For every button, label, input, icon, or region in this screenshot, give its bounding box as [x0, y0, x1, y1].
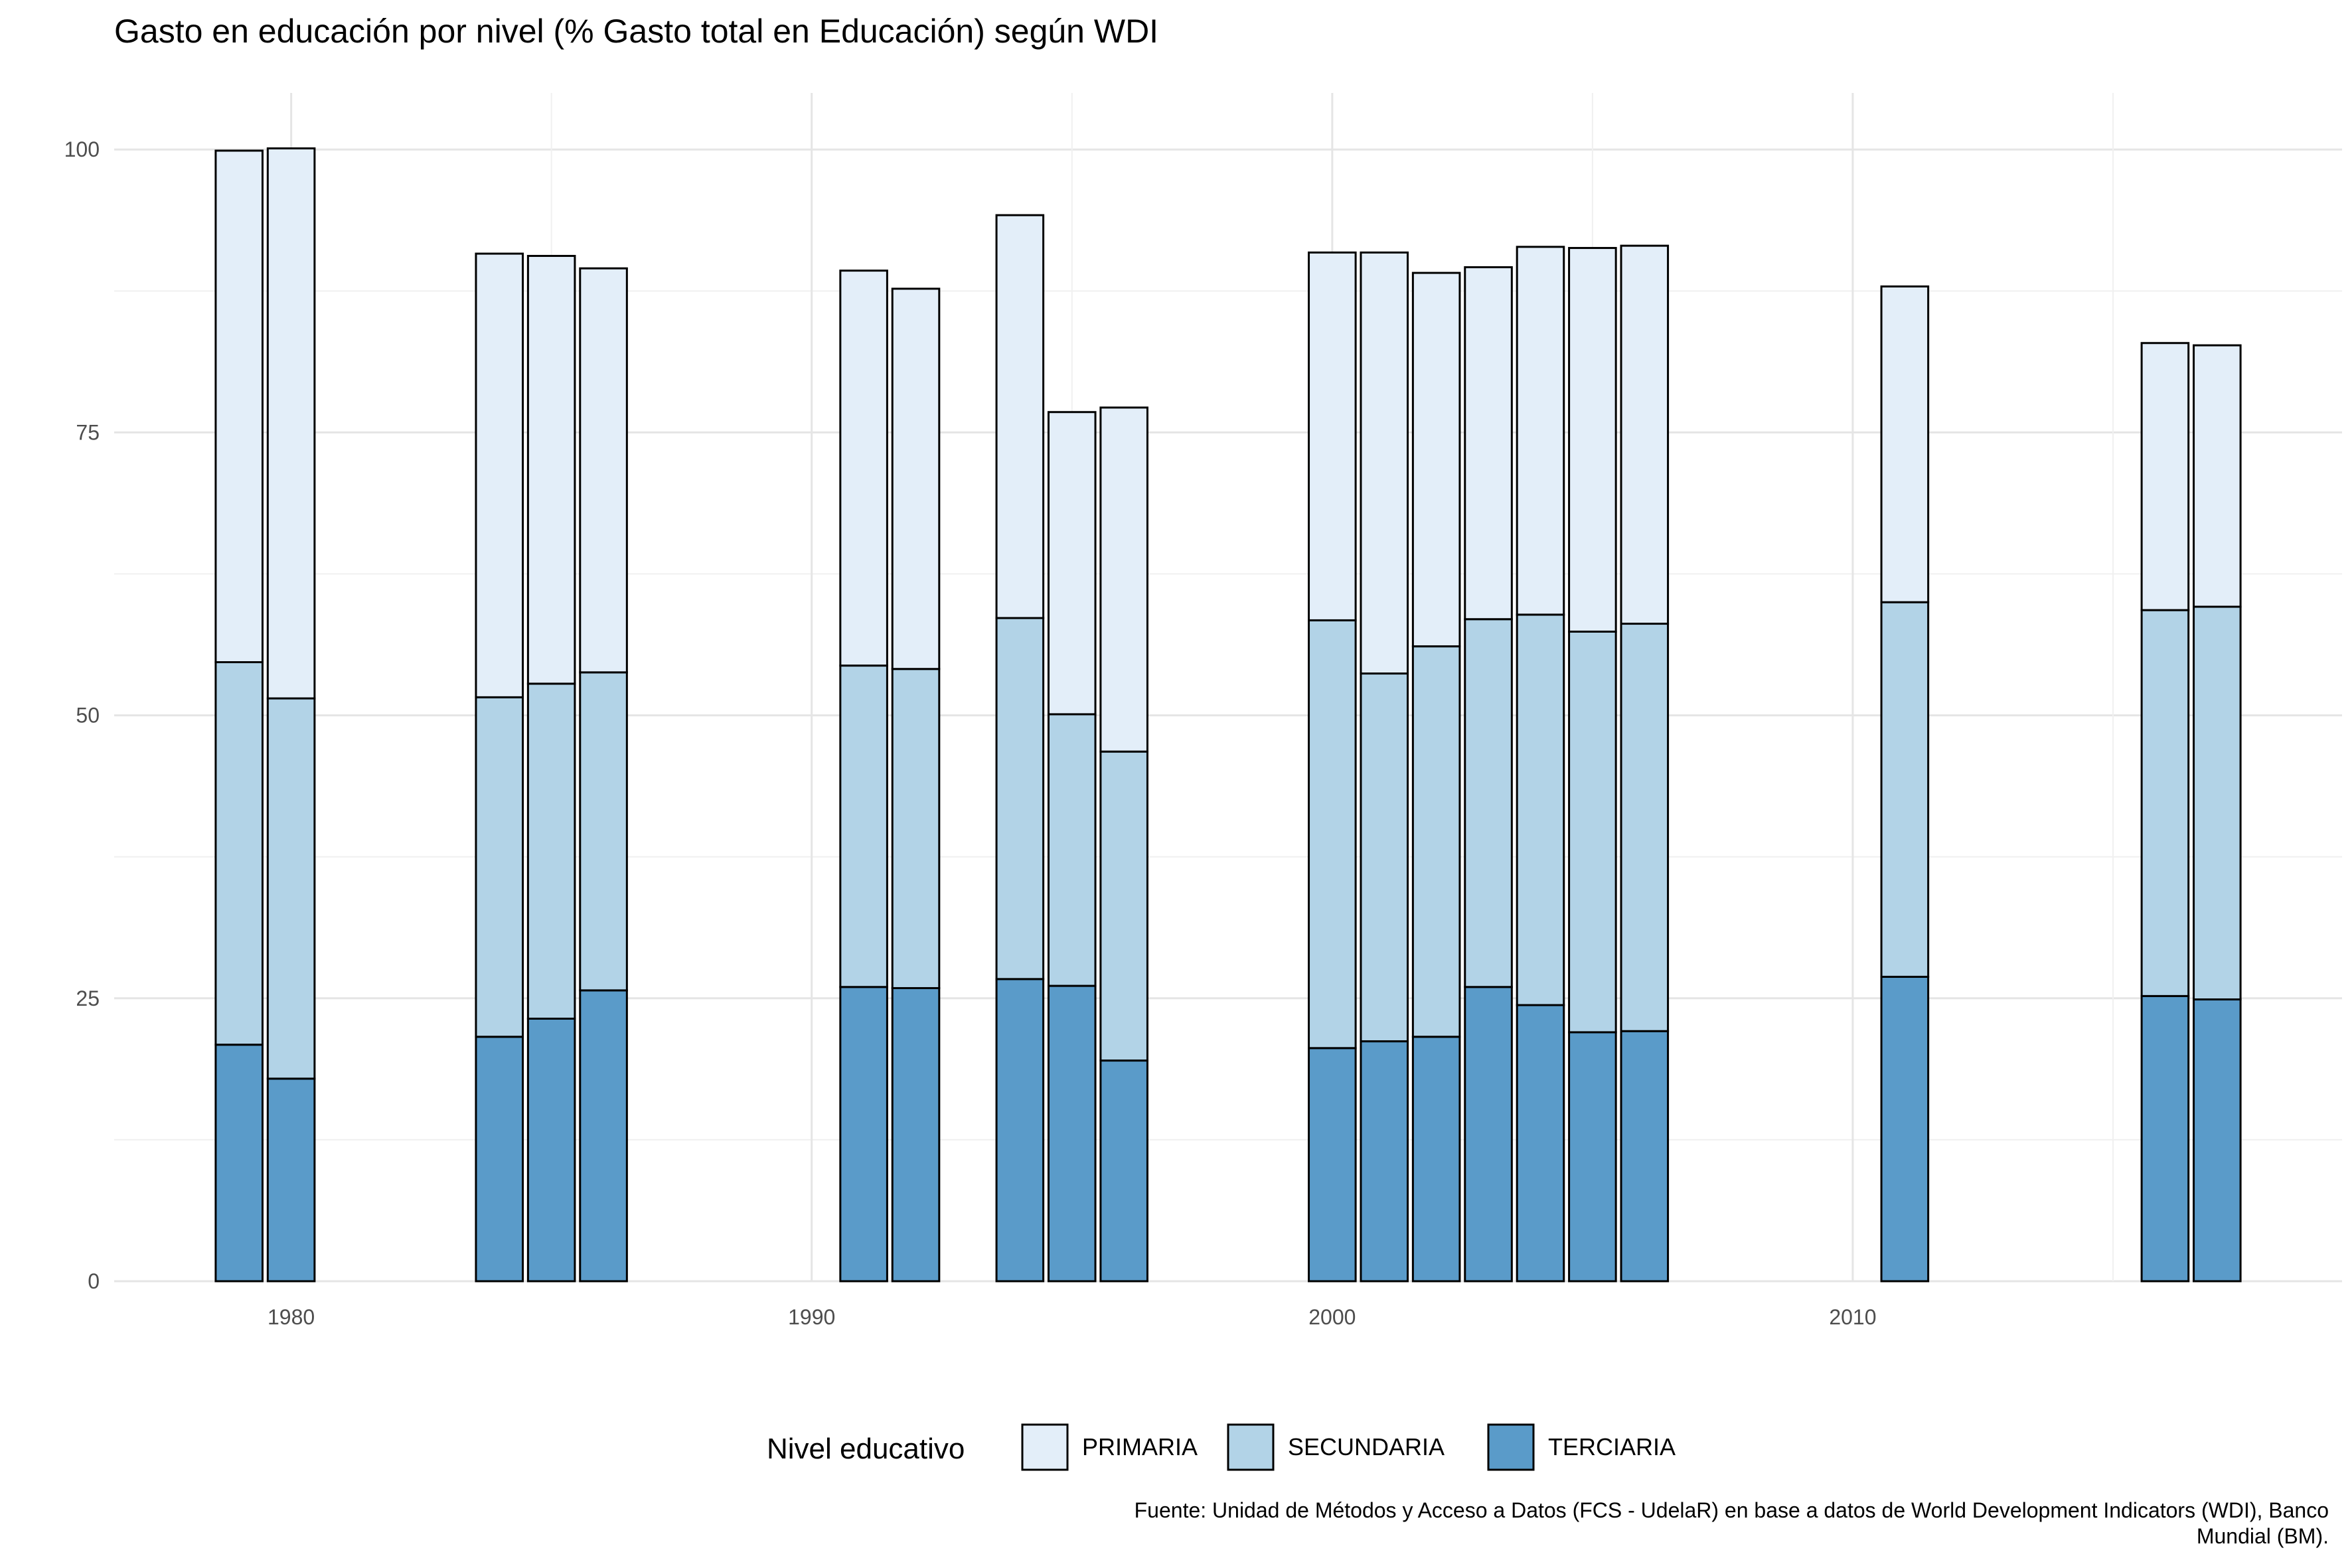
bar-terciaria-2003 [1464, 986, 1513, 1283]
legend: Nivel educativo PRIMARIA SECUNDARIA TERCIA… [767, 1423, 1676, 1471]
caption-line-2: Mundial (BM). [2197, 1524, 2329, 1548]
bar-terciaria-1991 [839, 986, 888, 1283]
bar-primaria-2004 [1516, 246, 1565, 616]
bar-secundaria-2017 [2193, 605, 2242, 1001]
bar-secundaria-1980 [266, 697, 316, 1080]
bar-secundaria-1995 [1047, 713, 1097, 987]
bar-secundaria-1985 [526, 682, 576, 1020]
bar-primaria-1985 [526, 254, 576, 685]
bar-terciaria-2000 [1308, 1047, 1357, 1283]
x-tick-label: 1980 [268, 1305, 315, 1329]
bar-primaria-1992 [891, 287, 941, 670]
legend-key-secundaria [1227, 1423, 1275, 1471]
bar-secundaria-2006 [1620, 623, 1670, 1032]
bar-secundaria-1991 [839, 665, 888, 988]
bar-primaria-2017 [2193, 344, 2242, 608]
bar-terciaria-2011 [1880, 975, 1930, 1283]
bar-terciaria-2005 [1568, 1031, 1617, 1283]
bar-terciaria-1985 [526, 1017, 576, 1283]
bar-terciaria-2001 [1360, 1040, 1409, 1283]
bar-primaria-1994 [995, 214, 1045, 619]
x-tick-label: 2000 [1308, 1305, 1356, 1329]
bar-secundaria-2005 [1568, 630, 1617, 1034]
caption-line-1: Fuente: Unidad de Métodos y Acceso a Dat… [1135, 1498, 2329, 1522]
y-tick-label: 25 [76, 986, 100, 1010]
bar-primaria-2001 [1360, 251, 1409, 675]
bar-primaria-1996 [1099, 406, 1148, 753]
x-tick-label: 2010 [1829, 1305, 1876, 1329]
bar-secundaria-1992 [891, 668, 941, 989]
legend-label-terciaria: TERCIARIA [1548, 1433, 1676, 1460]
bar-secundaria-1984 [475, 696, 524, 1038]
legend-key-terciaria [1487, 1423, 1535, 1471]
bar-primaria-1979 [214, 149, 264, 663]
y-tick-label: 50 [76, 704, 100, 728]
bar-secundaria-2003 [1464, 618, 1513, 988]
bar-primaria-2002 [1411, 272, 1461, 648]
bar-primaria-1991 [839, 270, 888, 667]
bar-primaria-1984 [475, 252, 524, 698]
axis-ticks: 0 25 50 75 100 1980 1990 2000 2010 [64, 137, 1877, 1329]
bar-terciaria-1996 [1099, 1059, 1148, 1283]
bar-primaria-1980 [266, 147, 316, 700]
legend-key-primaria [1021, 1423, 1069, 1471]
bar-primaria-2006 [1620, 244, 1670, 625]
bar-primaria-2005 [1568, 247, 1617, 633]
bar-secundaria-1986 [579, 671, 628, 992]
bar-terciaria-2016 [2140, 994, 2190, 1283]
bar-terciaria-1995 [1047, 984, 1097, 1283]
grid-lines [114, 93, 2342, 1283]
bar-secundaria-2002 [1411, 645, 1461, 1038]
bar-primaria-1995 [1047, 411, 1097, 716]
bar-terciaria-2017 [2193, 998, 2242, 1283]
bar-secundaria-1994 [995, 617, 1045, 980]
y-tick-label: 75 [76, 420, 100, 444]
bar-primaria-2011 [1880, 285, 1930, 603]
bar-primaria-2003 [1464, 266, 1513, 621]
bar-secundaria-2000 [1308, 619, 1357, 1050]
legend-label-secundaria: SECUNDARIA [1288, 1433, 1445, 1460]
bar-terciaria-2004 [1516, 1004, 1565, 1283]
bar-primaria-2016 [2140, 342, 2190, 611]
bar-secundaria-1979 [214, 661, 264, 1046]
bar-secundaria-2011 [1880, 601, 1930, 978]
legend-label-primaria: PRIMARIA [1082, 1433, 1198, 1460]
bar-terciaria-1979 [214, 1044, 264, 1283]
bar-terciaria-1980 [266, 1077, 316, 1283]
y-tick-label: 0 [88, 1269, 100, 1293]
bar-secundaria-2004 [1516, 613, 1565, 1006]
bars [214, 147, 2242, 1283]
caption: Fuente: Unidad de Métodos y Acceso a Dat… [1135, 1498, 2329, 1548]
bar-terciaria-1986 [579, 989, 628, 1283]
bar-primaria-1986 [579, 267, 628, 674]
y-tick-label: 100 [64, 137, 100, 161]
bar-terciaria-1994 [995, 978, 1045, 1283]
bar-secundaria-2001 [1360, 672, 1409, 1043]
bar-secundaria-2016 [2140, 609, 2190, 997]
bar-primaria-2000 [1308, 251, 1357, 621]
chart-title: Gasto en educación por nivel (% Gasto to… [114, 13, 1158, 50]
bar-terciaria-2002 [1411, 1036, 1461, 1283]
bar-secundaria-1996 [1099, 750, 1148, 1062]
bar-terciaria-1992 [891, 986, 941, 1283]
x-tick-label: 1990 [788, 1305, 835, 1329]
bar-terciaria-1984 [475, 1036, 524, 1283]
legend-title: Nivel educativo [767, 1433, 965, 1465]
bar-terciaria-2006 [1620, 1030, 1670, 1283]
